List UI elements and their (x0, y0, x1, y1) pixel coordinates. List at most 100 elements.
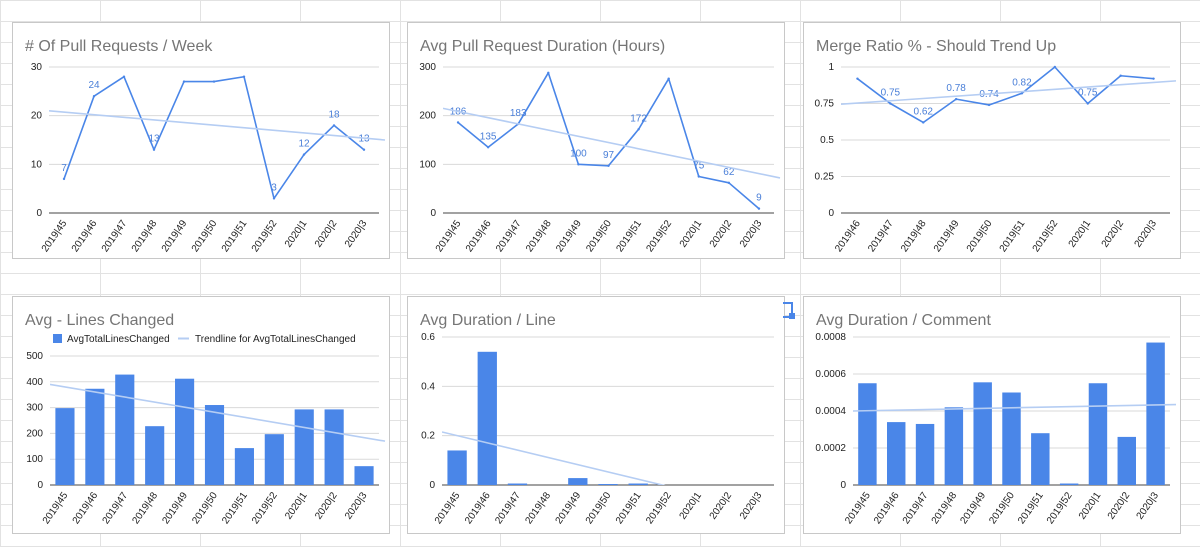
y-tick-label: 0.0006 (815, 369, 846, 380)
x-tick-label: 2019|46 (70, 218, 100, 254)
trendline (442, 431, 666, 485)
x-tick-label: 2019|48 (899, 218, 929, 254)
data-point (456, 121, 460, 124)
x-tick-label: 2020|1 (1077, 490, 1104, 522)
data-label: 0.75 (881, 88, 901, 99)
data-label: 75 (693, 161, 705, 172)
bar (507, 483, 528, 485)
data-point (332, 124, 336, 127)
x-tick-label: 2019|49 (160, 490, 190, 526)
data-point (1152, 77, 1155, 80)
bar (887, 422, 906, 485)
x-tick-label: 2019|47 (100, 218, 130, 254)
series-line (63, 75, 365, 200)
y-tick-label: 0 (430, 208, 436, 219)
trendline (443, 107, 781, 179)
x-tick-label: 2019|45 (40, 218, 70, 254)
chart-panel-duration-per-line[interactable]: Avg Duration / Line 0 0.2 0.4 0.6 2019|45 2019… (407, 296, 785, 534)
x-tick-label: 2020|1 (283, 218, 310, 250)
data-label: 13 (148, 134, 160, 145)
x-tick-label: 2020|2 (708, 490, 735, 522)
data-label: 0.75 (1078, 88, 1098, 99)
chart-panel-lines-changed[interactable]: Avg - Lines Changed 0 100 200 300 400 500 2019|… (12, 296, 390, 534)
y-tick-label: 0.6 (421, 332, 435, 343)
x-tick-label: 2020|3 (738, 218, 765, 250)
y-tick-label: 0.0004 (815, 406, 846, 417)
x-tick-label: 2019|45 (843, 490, 873, 526)
data-point (242, 75, 246, 78)
trendline (841, 80, 1177, 106)
x-tick-label: 2019|47 (901, 490, 931, 526)
data-point (122, 75, 126, 78)
x-tick-label: 2019|45 (434, 218, 464, 254)
resize-handle[interactable] (783, 302, 793, 318)
data-label: 97 (603, 150, 615, 161)
chart-title: Avg - Lines Changed (25, 312, 174, 329)
y-tick-label: 500 (26, 351, 43, 362)
chart-panel-duration-per-comment[interactable]: Avg Duration / Comment 0 0.0002 0.0004 0.000… (803, 296, 1181, 534)
y-tick-label: 1 (828, 62, 834, 73)
data-label: 62 (723, 167, 735, 178)
x-tick-label: 2020|2 (1106, 490, 1133, 522)
x-tick-label: 2019|50 (584, 218, 614, 254)
data-point (757, 207, 761, 210)
bar (477, 351, 497, 485)
y-tick-label: 20 (31, 111, 43, 122)
y-tick-label: 100 (26, 454, 43, 465)
y-tick-label: 0 (840, 480, 846, 491)
data-label: 172 (630, 113, 647, 124)
x-tick-label: 2019|51 (998, 218, 1028, 254)
y-tick-label: 0.75 (815, 99, 835, 110)
data-label: 183 (510, 108, 527, 119)
data-point (667, 77, 670, 80)
data-point (607, 164, 610, 167)
y-tick-label: 0 (429, 480, 435, 491)
legend-swatch-series (53, 334, 62, 343)
data-label: 0.78 (946, 83, 966, 94)
x-tick-label: 2019|52 (250, 490, 280, 526)
x-tick-label: 2020|3 (1135, 490, 1162, 522)
data-label: 135 (480, 131, 497, 142)
x-tick-label: 2020|3 (738, 490, 765, 522)
x-tick-label: 2020|3 (343, 490, 370, 522)
data-point (727, 181, 731, 185)
x-tick-label: 2019|49 (932, 218, 962, 254)
y-tick-label: 30 (31, 62, 43, 73)
y-tick-label: 0 (828, 208, 834, 219)
x-tick-label: 2020|1 (283, 490, 310, 522)
chart-panel-pull-requests-week[interactable]: # Of Pull Requests / Week 0 10 20 30 2019|45 2… (12, 22, 390, 259)
legend-label: AvgTotalLinesChanged (67, 334, 170, 345)
y-tick-label: 200 (26, 428, 43, 439)
data-label: 7 (61, 163, 67, 174)
data-label: 0.62 (914, 106, 934, 117)
data-point (182, 80, 186, 83)
x-tick-label: 2020|3 (343, 218, 370, 250)
data-point (987, 103, 991, 107)
data-point (954, 97, 958, 101)
x-tick-label: 2019|48 (523, 490, 553, 526)
y-tick-label: 200 (419, 111, 436, 122)
chart-pr-duration: Avg Pull Request Duration (Hours) 0 100 200… (419, 38, 781, 254)
resize-handle-dot[interactable] (789, 313, 795, 319)
x-tick-label: 2019|49 (554, 490, 584, 526)
y-tick-label: 10 (31, 159, 43, 170)
x-tick-label: 2019|47 (866, 218, 896, 254)
chart-lines-changed: Avg - Lines Changed 0 100 200 300 400 500 2019|… (25, 312, 386, 526)
y-tick-label: 0.5 (820, 135, 834, 146)
x-tick-label: 2019|45 (41, 490, 71, 526)
x-tick-label: 2019|46 (463, 490, 493, 526)
data-point (1053, 65, 1057, 69)
data-label: 12 (298, 139, 310, 150)
bar (973, 382, 992, 485)
x-tick-label: 2019|48 (930, 490, 960, 526)
data-label: 0.82 (1012, 77, 1032, 88)
bar (858, 383, 877, 485)
y-tick-label: 300 (26, 403, 43, 414)
bar (115, 374, 135, 485)
x-tick-label: 2019|49 (160, 218, 190, 254)
chart-panel-merge-ratio[interactable]: Merge Ratio % - Should Trend Up 0 0.25 0.5 0… (803, 22, 1181, 259)
chart-panel-pr-duration[interactable]: Avg Pull Request Duration (Hours) 0 100 200… (407, 22, 785, 259)
x-tick-label: 2019|50 (987, 490, 1017, 526)
x-tick-label: 2019|49 (958, 490, 988, 526)
